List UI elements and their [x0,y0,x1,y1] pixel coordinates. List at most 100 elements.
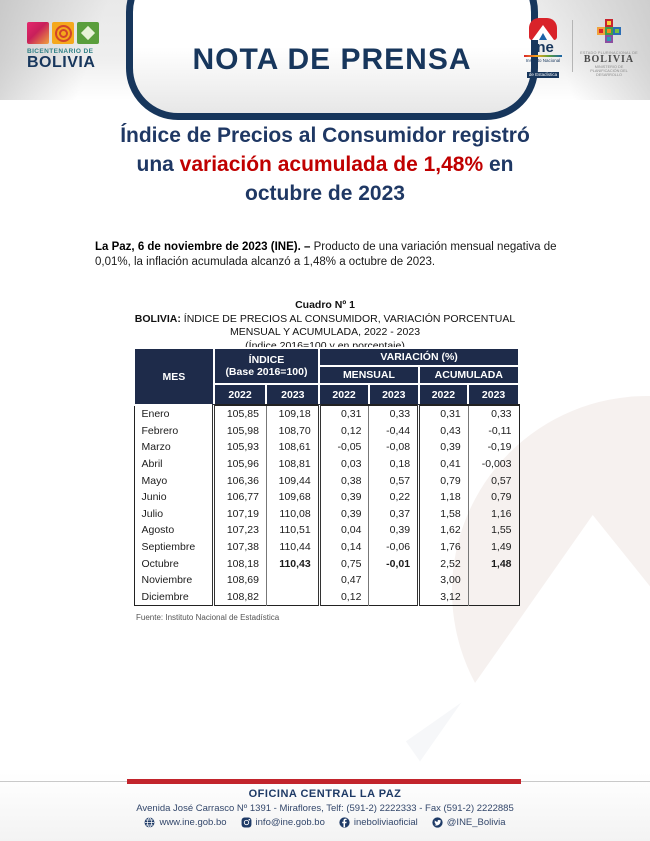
header-logos: ine Instituto Nacional de Estadística [521,18,638,81]
value-cell: 108,69 [212,571,267,589]
month-cell: Mayo [141,474,168,487]
value-cell: 0,39 [417,439,469,456]
website-link[interactable]: www.ine.gob.bo [144,817,227,828]
bicentenario-spiral-icon [52,22,74,44]
col-header-mes: MES [133,347,215,406]
year-header: 2023 [265,383,321,406]
title-line-1: Índice de Precios al Consumidor registró [120,124,530,147]
value-cell: 0,33 [467,405,519,423]
instagram-link[interactable]: info@ine.gob.bo [241,817,325,828]
month-cell: Febrero [141,424,179,437]
bicentenario-icons [27,22,127,44]
ine-wordmark: ine [532,39,554,56]
value-cell: 0,33 [368,405,419,423]
table-row: Septiembre 107,38 110,44 0,14 -0,06 1,76 1,49 [134,538,519,556]
value-cell [467,571,519,589]
value-cell: 0,18 [368,455,419,473]
month-cell: Diciembre [141,590,189,603]
value-cell: -0,08 [368,439,419,456]
value-cell: 108,81 [265,455,320,473]
year-header: 2023 [367,383,420,406]
value-cell: 0,39 [317,505,369,523]
value-cell: 0,31 [317,405,369,423]
bicentenario-bolivia-label: BOLIVIA [27,54,96,71]
cpi-table-head: MES ÍNDICE (Base 2016=100) VARIACIÓN (%) … [133,347,521,406]
value-cell: 0,03 [317,455,369,473]
footer-social-row: www.ine.gob.bo info@ine.gob.bo inebolivi… [0,817,650,828]
value-cell: 1,58 [417,505,469,523]
logo-divider [572,20,573,72]
value-cell [265,571,320,589]
title-highlight: variación acumulada de 1,48% [179,153,484,176]
value-cell: 0,79 [467,488,519,506]
title-line-2: una variación acumulada de 1,48% en [136,153,514,176]
table-row: Febrero 105,98 108,70 0,12 -0,44 0,43 -0,11 [134,422,519,440]
cpi-table: MES ÍNDICE (Base 2016=100) VARIACIÓN (%) … [133,347,521,607]
value-cell: -0,06 [368,538,419,556]
month-cell: Abril [141,458,163,471]
page-title: Índice de Precios al Consumidor registró… [0,121,650,208]
ine-logo: ine Instituto Nacional de Estadística [521,18,565,81]
table-row: Mayo 106,36 109,44 0,38 0,57 0,79 0,57 [134,472,519,489]
value-cell: 0,39 [317,488,369,506]
value-cell: 1,49 [467,538,519,556]
value-cell: 1,48 [467,555,519,572]
footer-office-title: OFICINA CENTRAL LA PAZ [248,788,402,800]
twitter-link[interactable]: @INE_Bolivia [432,817,506,828]
footer-red-bar [127,779,521,784]
cpi-table-body: Enero 105,85 109,18 0,31 0,33 0,31 0,33 Febrero… [134,405,519,606]
table-row: Junio 106,77 109,68 0,39 0,22 1,18 0,79 [134,488,519,506]
value-cell: -0,44 [368,422,419,440]
value-cell: 110,44 [265,538,320,556]
value-cell: 1,18 [417,488,469,506]
value-cell: -0,05 [317,439,369,456]
value-cell: 0,12 [317,422,369,440]
page-footer: OFICINA CENTRAL LA PAZ Avenida José Carr… [0,773,650,841]
table-row: Noviembre 108,69 0,47 3,00 [134,571,519,589]
month-cell: Agosto [141,524,175,537]
value-cell: 0,38 [317,472,369,489]
bolivia-ministerio-label: MINISTERIO DE PLANIFICACIÓN DEL DESARROL… [590,65,628,77]
month-cell: Junio [141,491,167,504]
table-row: Abril 105,96 108,81 0,03 0,18 0,41 -0,003 [134,455,519,473]
table-source: Fuente: Instituto Nacional de Estadístic… [136,613,280,622]
bolivia-ministry-logo: ESTADO PLURINACIONAL DE BOLIVIA MINISTER… [580,18,638,77]
year-header: 2022 [212,383,268,406]
table-row: Octubre 108,18 110,43 0,75 -0,01 2,52 1,48 [134,555,519,572]
value-cell: 107,23 [212,522,267,539]
value-cell: 0,57 [368,472,419,489]
value-cell: 105,98 [212,422,267,440]
value-cell: 3,00 [417,571,469,589]
value-cell: 2,52 [417,555,469,572]
table-row: Enero 105,85 109,18 0,31 0,33 0,31 0,33 [134,405,519,423]
value-cell: 108,82 [212,588,267,606]
month-cell: Julio [141,507,164,520]
col-header-acumulada: ACUMULADA [417,365,521,385]
value-cell: 106,77 [212,488,267,506]
value-cell: 107,38 [212,538,267,556]
value-cell: 0,22 [368,488,419,506]
bicentenario-label: BICENTENARIO DE [27,48,94,55]
month-cell: Septiembre [141,541,196,554]
bicentenario-diamond-icon [77,22,99,44]
bicentenario-logo: BICENTENARIO DE BOLIVIA [27,22,127,71]
value-cell: 3,12 [417,588,469,606]
value-cell: 110,51 [265,522,320,539]
ine-subtitle-1: Instituto Nacional [525,58,561,63]
value-cell: 108,61 [265,439,320,456]
table-row: Agosto 107,23 110,51 0,04 0,39 1,62 1,55 [134,522,519,539]
value-cell: 109,18 [265,405,320,423]
value-cell: 0,31 [417,405,469,423]
value-cell: 1,62 [417,522,469,539]
banner-title: NOTA DE PRENSA [192,43,472,76]
month-cell: Noviembre [141,574,193,587]
press-banner: NOTA DE PRENSA [126,0,538,120]
ine-mountain-icon [529,18,557,40]
value-cell: 105,93 [212,439,267,456]
globe-icon [145,817,155,828]
ine-rainbow-stripe [524,55,562,57]
col-header-mensual: MENSUAL [318,365,420,385]
facebook-link[interactable]: ineboliviaoficial [339,817,418,828]
